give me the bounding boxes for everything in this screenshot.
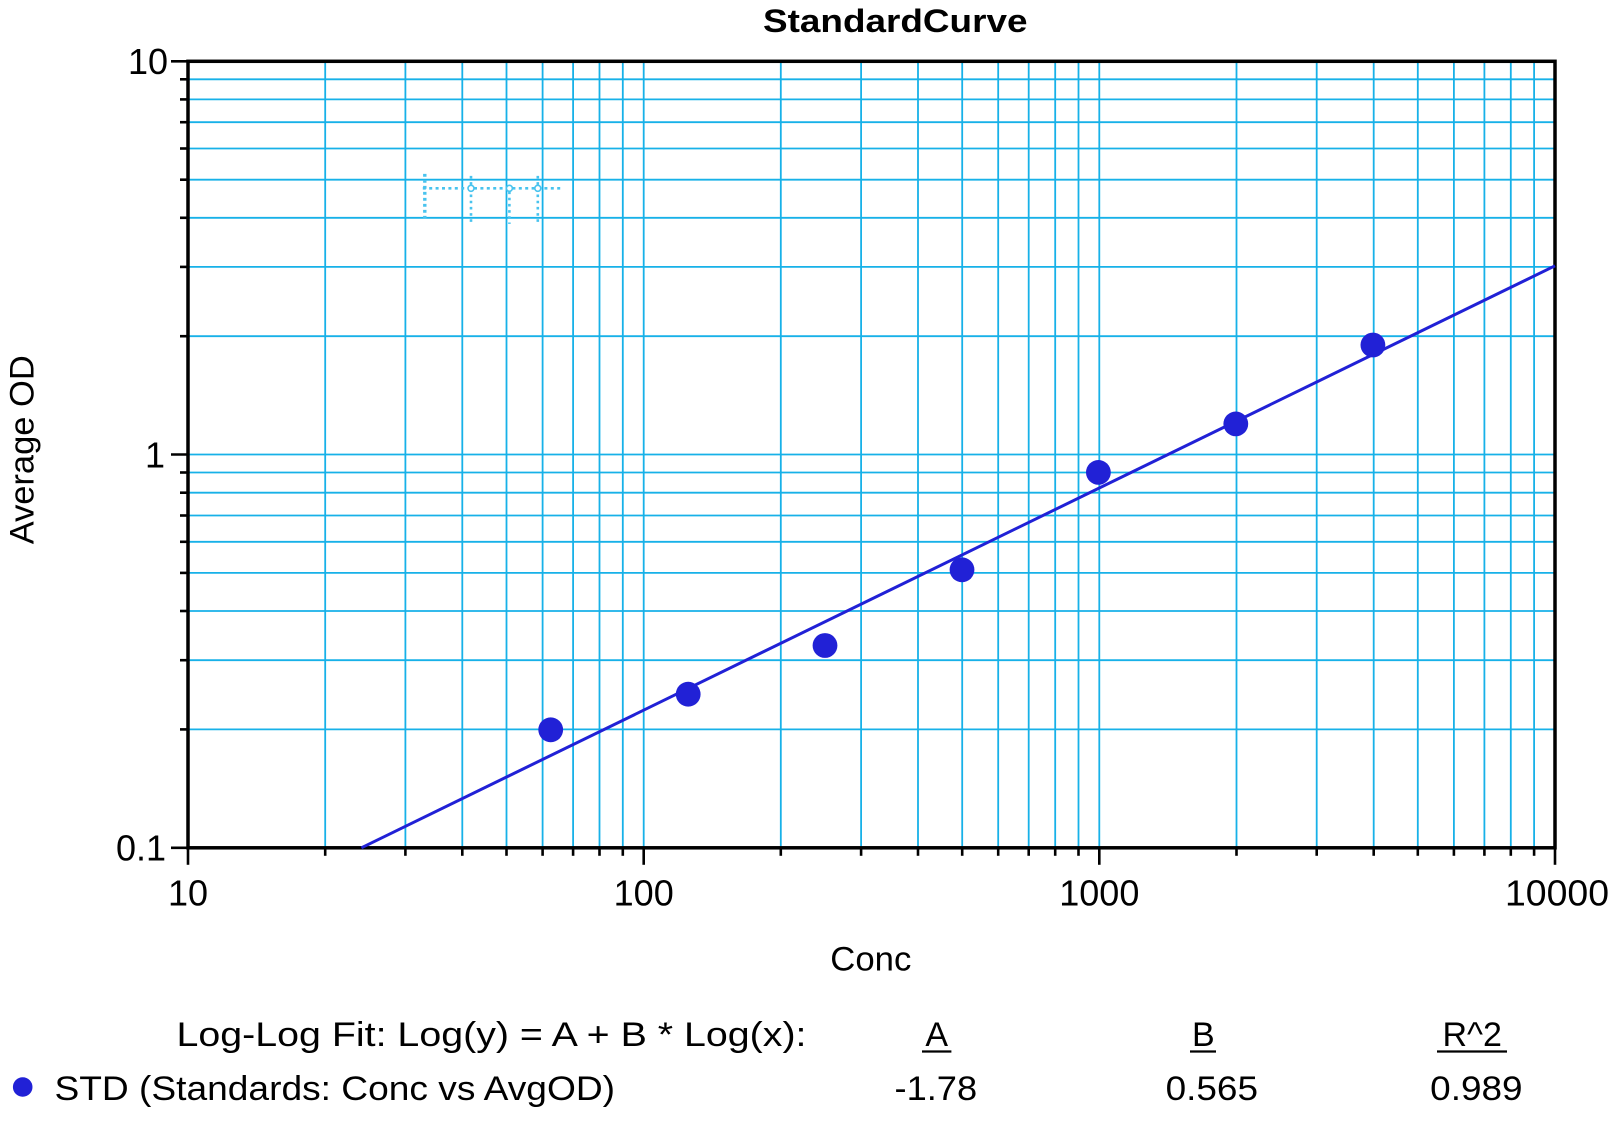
svg-text:-1.78: -1.78	[895, 1070, 978, 1108]
svg-text:0.565: 0.565	[1166, 1070, 1258, 1108]
svg-text:1000: 1000	[1059, 873, 1139, 914]
svg-text:1: 1	[145, 435, 165, 476]
svg-text:STD (Standards: Conc vs AvgOD): STD (Standards: Conc vs AvgOD)	[55, 1070, 616, 1108]
svg-text:100: 100	[614, 873, 674, 914]
svg-text:10: 10	[128, 41, 168, 82]
svg-text:10000: 10000	[1505, 873, 1609, 914]
svg-text:0.1: 0.1	[116, 828, 166, 869]
svg-text:B: B	[1192, 1016, 1215, 1054]
svg-text:10: 10	[168, 873, 208, 914]
svg-text:A: A	[925, 1016, 948, 1054]
svg-text:Log-Log Fit: Log(y) = A + B *: Log-Log Fit: Log(y) = A + B * Log(x):	[177, 1016, 807, 1054]
svg-text:StandardCurve: StandardCurve	[763, 3, 1028, 39]
svg-text:Conc: Conc	[830, 941, 911, 979]
svg-text:Average OD: Average OD	[4, 355, 42, 544]
svg-text:0.989: 0.989	[1430, 1070, 1522, 1108]
svg-text:R^2: R^2	[1442, 1016, 1501, 1054]
